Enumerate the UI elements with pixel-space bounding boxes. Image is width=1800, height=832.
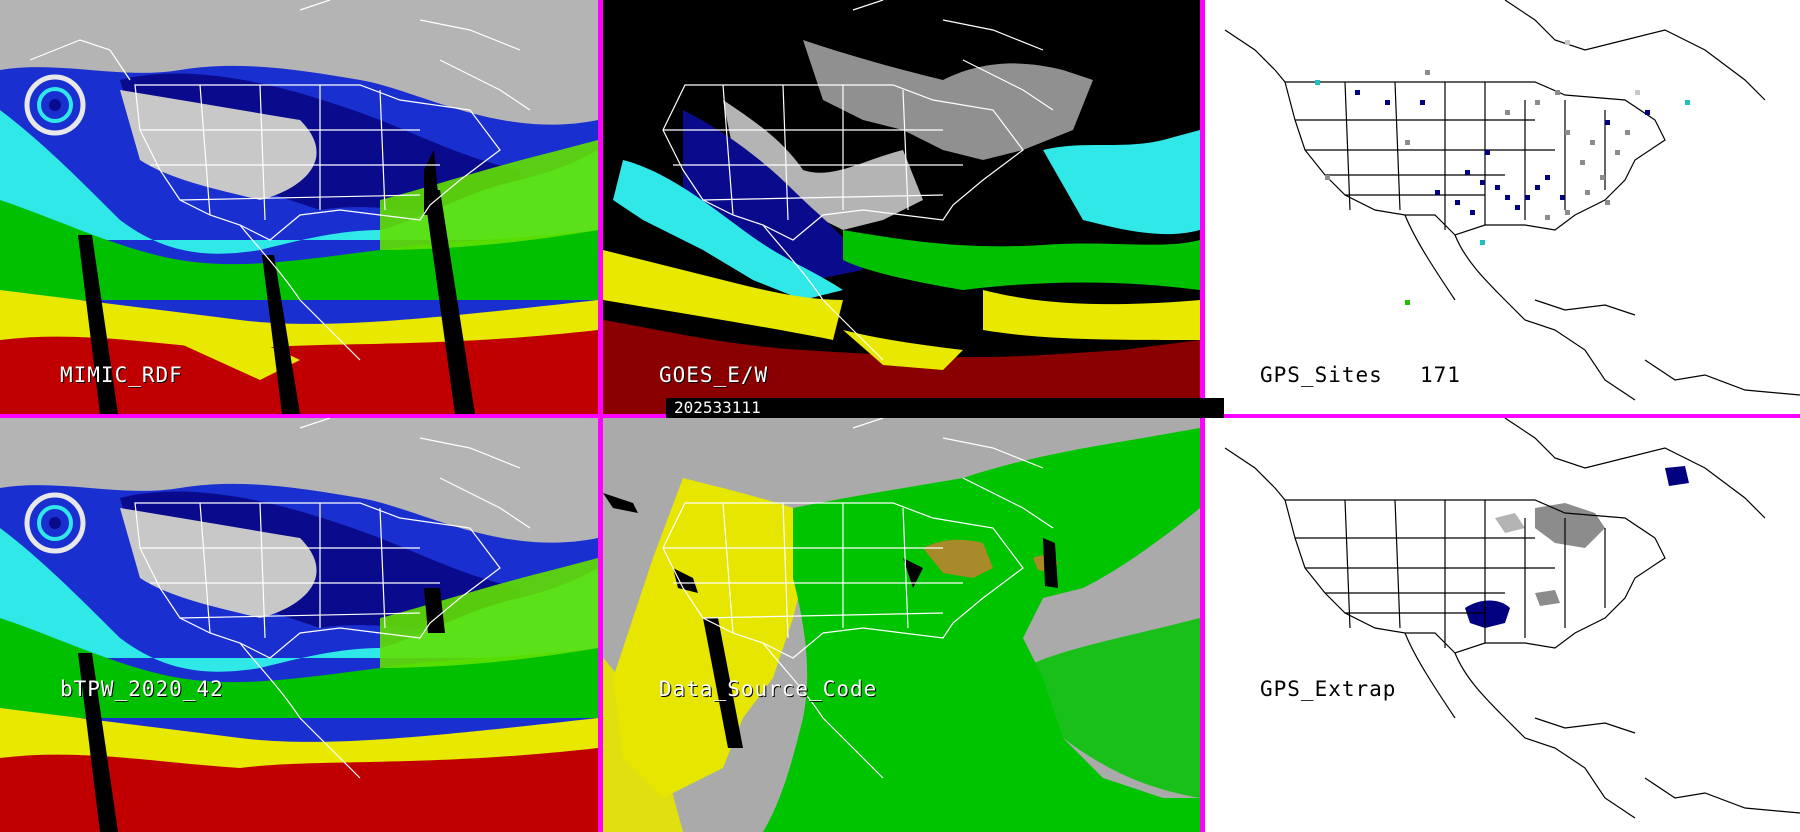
mimic-rdf-map: [0, 0, 598, 414]
gps-site-markers: [1315, 40, 1690, 305]
panel-data-source-code[interactable]: Data_Source_Code: [603, 418, 1200, 832]
panel-label: GPS_Extrap: [1260, 677, 1397, 701]
panel-label: bTPW_2020_42: [60, 677, 224, 701]
panel-gps-sites[interactable]: GPS_Sites 171: [1205, 0, 1800, 414]
gps-sites-map: [1205, 0, 1800, 414]
panel-label: Data_Source_Code: [659, 677, 878, 701]
panel-mimic-rdf[interactable]: MIMIC_RDF: [0, 0, 598, 414]
gps-extrap-map: [1205, 418, 1800, 832]
panel-btpw[interactable]: bTPW_2020_42: [0, 418, 598, 832]
btpw-map: [0, 418, 598, 832]
gps-site-count: 171: [1420, 363, 1461, 387]
panel-gps-extrap[interactable]: GPS_Extrap: [1205, 418, 1800, 832]
data-source-code-map: [603, 418, 1200, 832]
goes-ew-map: [603, 0, 1200, 414]
timestamp-bar: 202533111: [666, 398, 1224, 418]
panel-label: GOES_E/W: [659, 363, 769, 387]
panel-label: MIMIC_RDF: [60, 363, 183, 387]
panel-label: GPS_Sites: [1260, 363, 1383, 387]
panel-goes-ew[interactable]: GOES_E/W: [603, 0, 1200, 414]
